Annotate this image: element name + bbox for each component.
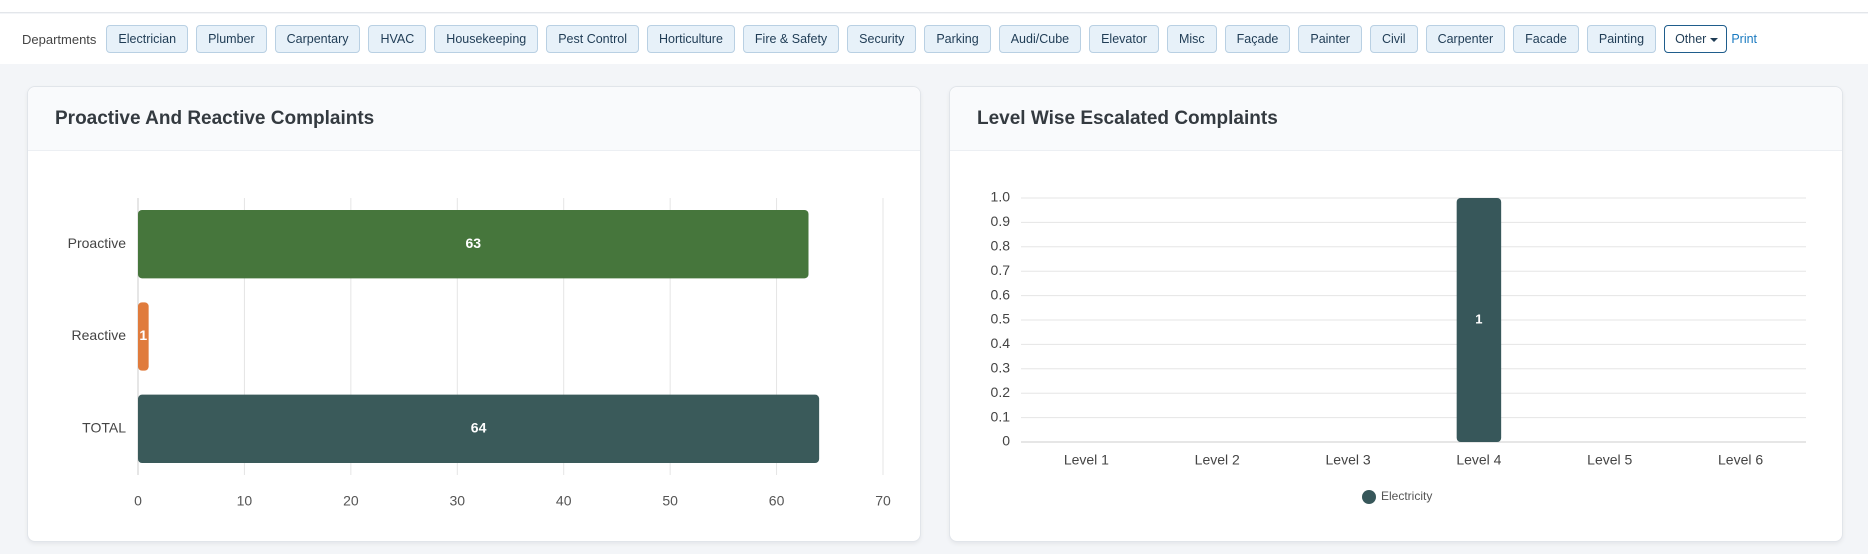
department-button[interactable]: Parking [924,25,991,53]
print-link[interactable]: Print [1731,32,1758,46]
department-button[interactable]: HVAC [368,25,427,53]
department-button[interactable]: Carpenter [1425,25,1506,53]
departments-label: Departments [22,31,97,47]
card: Proactive And Reactive Complaints [27,86,921,542]
card: Level Wise Escalated Complaints [949,86,1843,542]
department-button[interactable]: Painter [1298,25,1362,53]
card-title: Proactive And Reactive Complaints [28,87,920,151]
department-button[interactable]: Façade [1224,25,1291,53]
other-dropdown[interactable]: Other [1664,25,1728,53]
department-button[interactable]: Carpentary [274,25,361,53]
department-button[interactable]: Electrician [106,25,189,53]
department-button[interactable]: Elevator [1089,25,1159,53]
department-button[interactable]: Civil [1369,25,1418,53]
department-button[interactable]: Painting [1586,25,1657,53]
department-button[interactable]: Audi/Cube [998,25,1082,53]
department-button[interactable]: Fire & Safety [742,25,840,53]
department-button[interactable]: Facade [1513,25,1579,53]
toolbar: Departments Electrician Plumber Carpentary… [0,14,1868,64]
top-bar [0,0,1868,13]
department-button[interactable]: Pest Control [546,25,639,53]
card-title: Level Wise Escalated Complaints [950,87,1842,151]
department-button[interactable]: Horticulture [647,25,735,53]
department-button[interactable]: Housekeeping [434,25,539,53]
department-button[interactable]: Misc [1166,25,1217,53]
department-button[interactable]: Security [847,25,917,53]
department-button[interactable]: Plumber [196,25,267,53]
